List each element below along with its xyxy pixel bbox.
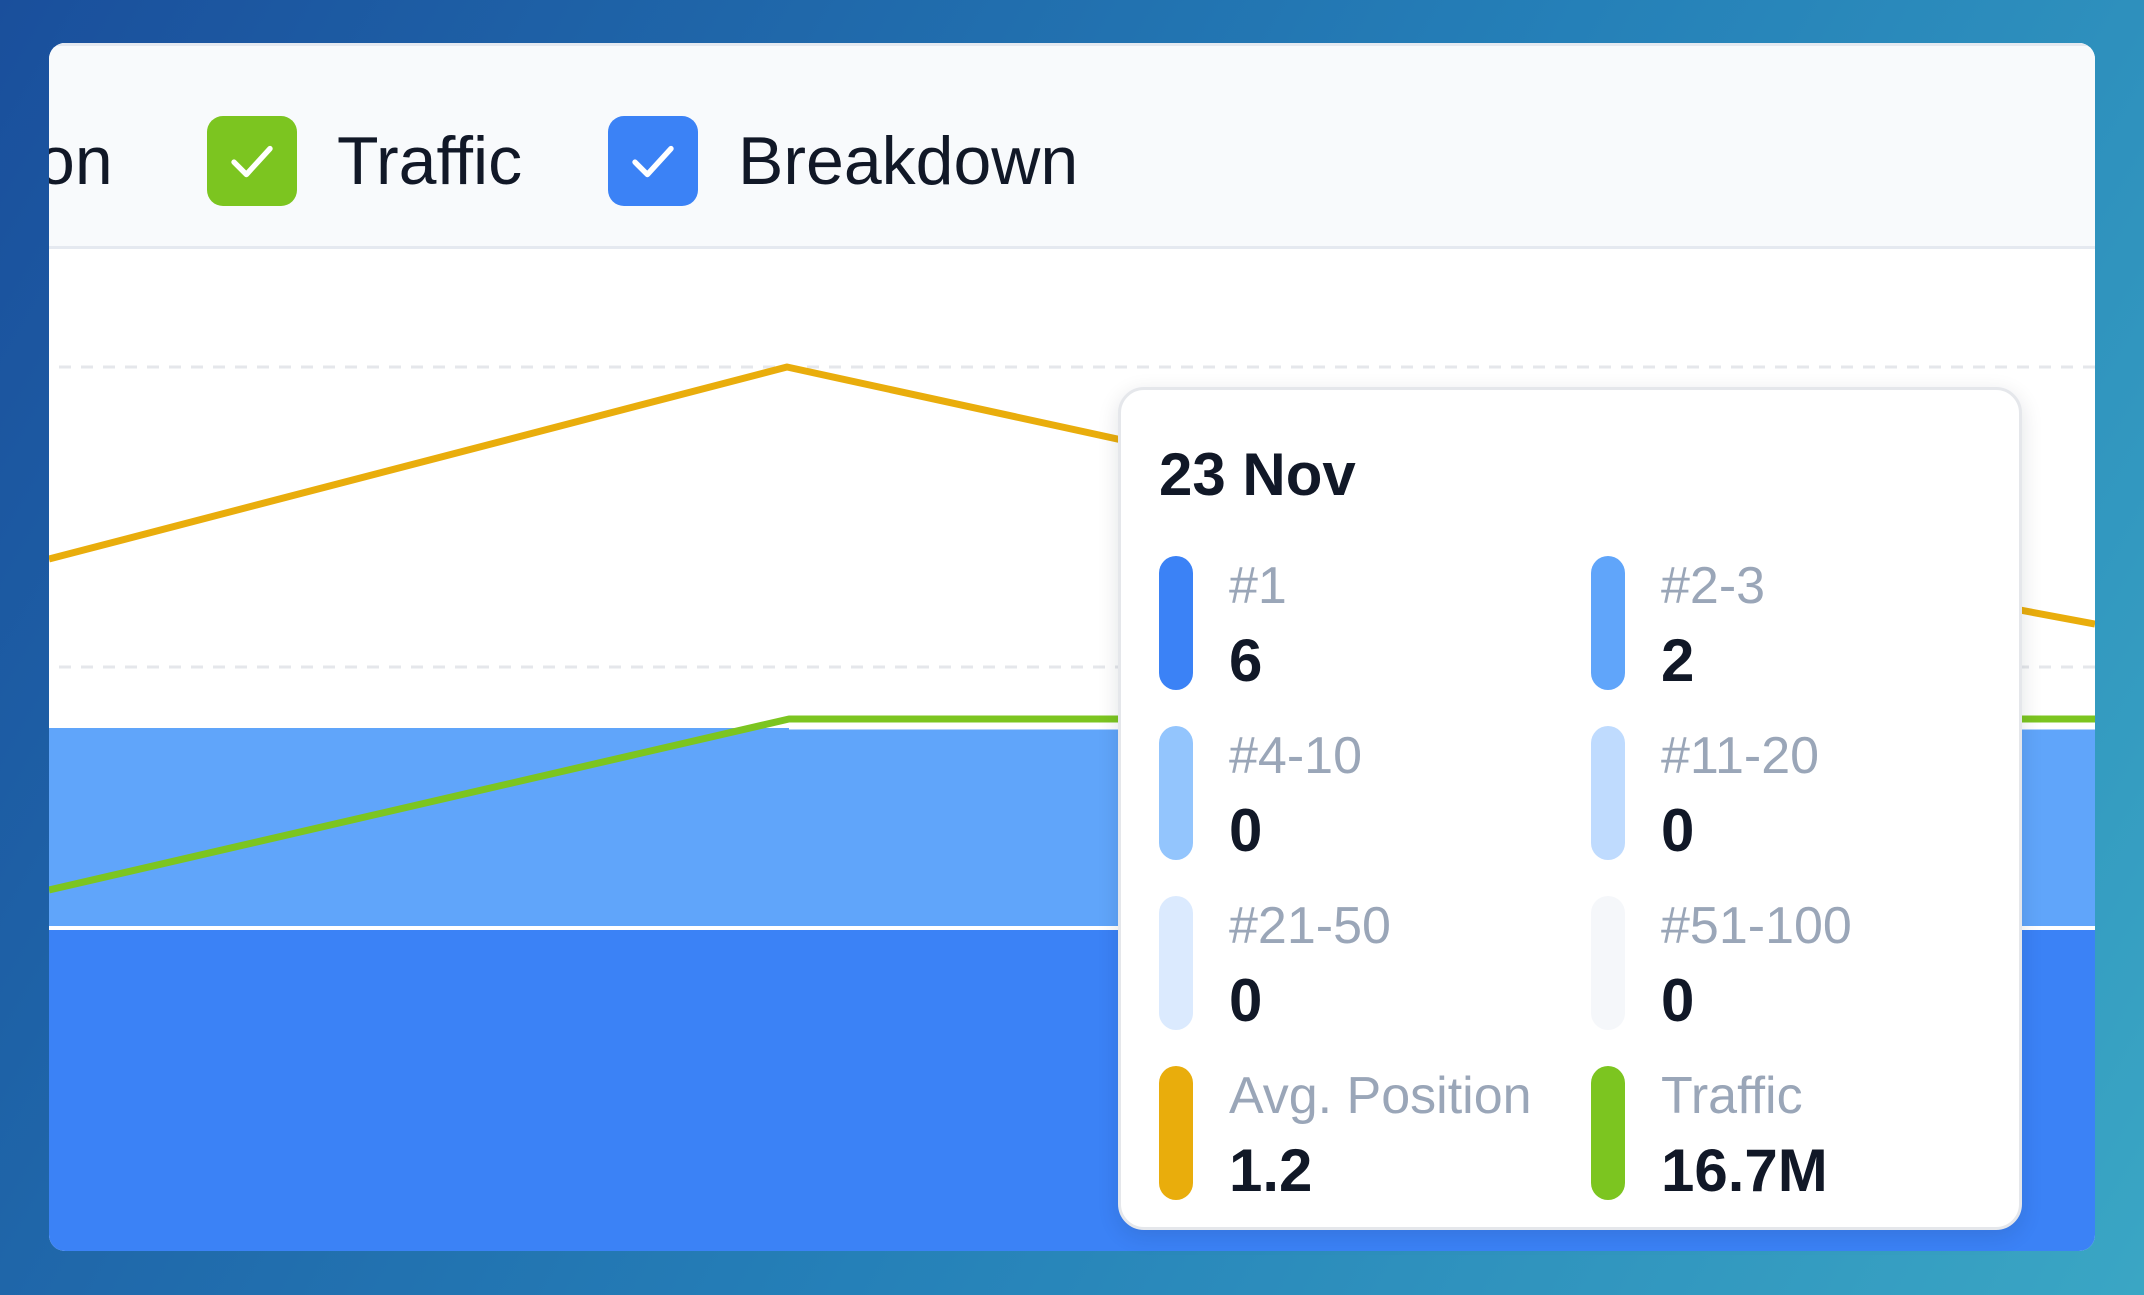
tooltip-item-label: #51-100 (1661, 897, 1852, 955)
tooltip-item-avg-position: Avg. Position 1.2 (1159, 1066, 1579, 1206)
traffic-checkbox[interactable] (207, 116, 297, 206)
tooltip-item-label: #11-20 (1661, 727, 1820, 785)
tooltip-item-rank-2-3: #2-3 2 (1591, 556, 2011, 696)
legend-swatch (1159, 726, 1193, 860)
tooltip-item-value: 16.7M (1661, 1137, 1828, 1204)
tooltip-item-value: 0 (1229, 967, 1263, 1034)
toggle-avg-position[interactable]: on (49, 116, 113, 206)
tooltip-item-label: #2-3 (1661, 557, 1766, 615)
tooltip-date: 23 Nov (1159, 441, 1356, 508)
check-icon (632, 145, 674, 178)
tooltip-item-rank-1: #1 6 (1159, 556, 1579, 696)
tooltip-item-label: Avg. Position (1229, 1067, 1532, 1125)
tooltip-item-label: #1 (1229, 557, 1287, 615)
toggle-breakdown[interactable]: Breakdown (608, 116, 1078, 206)
check-icon (231, 145, 273, 178)
toggle-avg-position-label: on (49, 123, 113, 199)
legend-swatch (1591, 556, 1625, 690)
tooltip-item-rank-51-100: #51-100 0 (1591, 896, 2011, 1036)
tooltip-item-rank-4-10: #4-10 0 (1159, 726, 1579, 866)
breakdown-toggle-label: Breakdown (738, 123, 1079, 199)
tooltip-item-value: 0 (1661, 967, 1695, 1034)
tooltip-item-label: #4-10 (1229, 727, 1362, 785)
chart-toolbar: on Traffic Breakdown (49, 43, 2095, 249)
tooltip-item-value: 6 (1229, 627, 1263, 694)
tooltip-item-label: #21-50 (1229, 897, 1391, 955)
tooltip-item-value: 1.2 (1229, 1137, 1313, 1204)
tooltip-item-value: 2 (1661, 627, 1695, 694)
legend-swatch (1159, 896, 1193, 1030)
legend-swatch (1591, 1066, 1625, 1200)
breakdown-checkbox[interactable] (608, 116, 698, 206)
tooltip-item-value: 0 (1661, 797, 1695, 864)
legend-swatch (1591, 896, 1625, 1030)
tooltip-item-value: 0 (1229, 797, 1263, 864)
chart-tooltip: 23 Nov #1 6 #2-3 2 #4-10 0 #11-20 0 #21-… (1118, 387, 2022, 1230)
legend-swatch (1159, 1066, 1193, 1200)
tooltip-item-rank-11-20: #11-20 0 (1591, 726, 2011, 866)
legend-swatch (1591, 726, 1625, 860)
tooltip-item-rank-21-50: #21-50 0 (1159, 896, 1579, 1036)
tooltip-item-label: Traffic (1661, 1067, 1803, 1125)
legend-swatch (1159, 556, 1193, 690)
toggle-traffic[interactable]: Traffic (207, 116, 522, 206)
traffic-toggle-label: Traffic (337, 123, 523, 199)
tooltip-item-traffic: Traffic 16.7M (1591, 1066, 2011, 1206)
